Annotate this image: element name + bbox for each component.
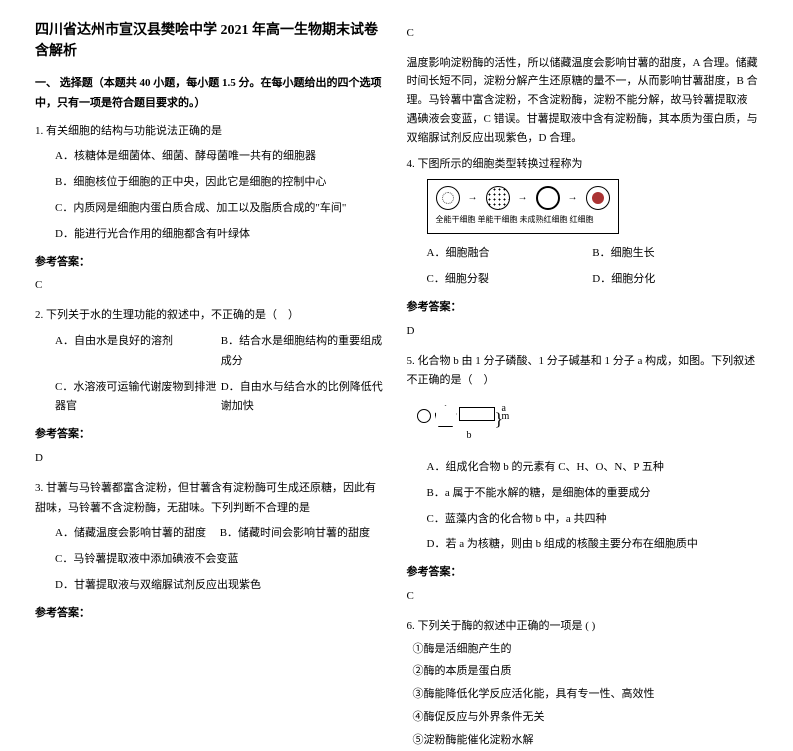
q1-opt-c: C．内质网是细胞内蛋白质合成、加工以及脂质合成的"车间" (55, 199, 387, 219)
q3-stem: 3. 甘薯与马铃薯都富含淀粉，但甘薯含有淀粉酶可生成还原糖，因此有甜味，马铃薯不… (35, 479, 387, 519)
q2-stem: 2. 下列关于水的生理功能的叙述中，不正确的是（ ） (35, 306, 387, 326)
question-3: 3. 甘薯与马铃薯都富含淀粉，但甘薯含有淀粉酶可生成还原糖，因此有甜味，马铃薯不… (35, 479, 387, 596)
base-icon (459, 407, 495, 421)
cell-icon-4 (586, 186, 610, 210)
q5-opt-c: C．蓝藻内含的化合物 b 中，a 共四种 (427, 510, 759, 530)
q2-answer-label: 参考答案： (35, 425, 387, 445)
right-column: C 温度影响淀粉酶的活性，所以储藏温度会影响甘薯的甜度，A 合理。储藏时间长短不… (397, 20, 769, 541)
q6-item-1: ①酶是活细胞产生的 (413, 640, 759, 660)
q2-opt-b: B．结合水是细胞结构的重要组成成分 (221, 332, 387, 372)
q6-item-3: ③酶能降低化学反应活化能，具有专一性、高效性 (413, 685, 759, 705)
q4-opt-c: C．细胞分裂 (427, 270, 593, 290)
q3-answer-label: 参考答案： (35, 604, 387, 624)
question-5: 5. 化合物 b 由 1 分子磷酸、1 分子碱基和 1 分子 a 构成，如图。下… (407, 352, 759, 556)
molecule-label-b: b (467, 427, 472, 445)
cell-icon-1 (436, 186, 460, 210)
q2-answer: D (35, 449, 387, 469)
question-2: 2. 下列关于水的生理功能的叙述中，不正确的是（ ） A．自由水是良好的溶剂 B… (35, 306, 387, 417)
arrow-icon: → (568, 189, 578, 207)
question-1: 1. 有关细胞的结构与功能说法正确的是 A．核糖体是细菌体、细菌、酵母菌唯一共有… (35, 122, 387, 245)
q1-answer-label: 参考答案： (35, 253, 387, 273)
cell-diagram-labels: 全能干细胞 单能干细胞 未成熟红细胞 红细胞 (436, 213, 610, 227)
molecule-label-m: m (502, 408, 510, 426)
phosphate-icon (417, 409, 431, 423)
arrow-icon: → (468, 189, 478, 207)
q3-explanation: 温度影响淀粉酶的活性，所以储藏温度会影响甘薯的甜度，A 合理。储藏时间长短不同，… (407, 54, 759, 147)
q4-opt-d: D．细胞分化 (592, 270, 758, 290)
q4-stem: 4. 下图所示的细胞类型转换过程称为 (407, 155, 759, 175)
q4-opt-b: B．细胞生长 (592, 244, 758, 264)
q3-opt-c: C．马铃薯提取液中添加碘液不会变蓝 (55, 550, 387, 570)
q1-opt-b: B．细胞核位于细胞的正中央，因此它是细胞的控制中心 (55, 173, 387, 193)
q5-opt-a: A．组成化合物 b 的元素有 C、H、O、N、P 五种 (427, 458, 759, 478)
q5-opt-b: B．a 属于不能水解的糖，是细胞体的重要成分 (427, 484, 759, 504)
q6-item-5: ⑤淀粉酶能催化淀粉水解 (413, 731, 759, 751)
q1-opt-a: A．核糖体是细菌体、细菌、酵母菌唯一共有的细胞器 (55, 147, 387, 167)
q4-answer-label: 参考答案： (407, 298, 759, 318)
q2-opt-a: A．自由水是良好的溶剂 (55, 332, 221, 372)
section-1-header: 一、 选择题（本题共 40 小题，每小题 1.5 分。在每小题给出的四个选项中，… (35, 74, 387, 114)
q2-opt-c: C．水溶液可运输代谢废物到排泄器官 (55, 378, 221, 418)
question-6: 6. 下列关于酶的叙述中正确的一项是 ( ) ①酶是活细胞产生的 ②酶的本质是蛋… (407, 617, 759, 751)
cell-diagram: → → → 全能干细胞 单能干细胞 未成熟红细胞 红细胞 (427, 179, 619, 234)
question-4: 4. 下图所示的细胞类型转换过程称为 → → → 全能干细胞 单能干细胞 未成熟… (407, 155, 759, 290)
q5-opt-d: D．若 a 为核糖，则由 b 组成的核酸主要分布在细胞质中 (427, 535, 759, 555)
sugar-icon (435, 405, 457, 427)
cell-icon-3 (536, 186, 560, 210)
q5-answer: C (407, 587, 759, 607)
q6-item-2: ②酶的本质是蛋白质 (413, 662, 759, 682)
q3-answer: C (407, 24, 759, 44)
q1-opt-d: D．能进行光合作用的细胞都含有叶绿体 (55, 225, 387, 245)
q2-opt-d: D．自由水与结合水的比例降低代谢加快 (221, 378, 387, 418)
q3-opt-d: D．甘薯提取液与双缩脲试剂反应出现紫色 (55, 576, 387, 596)
q5-stem: 5. 化合物 b 由 1 分子磷酸、1 分子碱基和 1 分子 a 构成，如图。下… (407, 352, 759, 392)
cell-icon-2 (486, 186, 510, 210)
q4-opt-a: A．细胞融合 (427, 244, 593, 264)
q3-opt-ab: A．储藏温度会影响甘薯的甜度 B．储藏时间会影响甘薯的甜度 (55, 524, 387, 544)
q1-answer: C (35, 276, 387, 296)
molecule-diagram: } a m b (417, 395, 537, 440)
arrow-icon: → (518, 189, 528, 207)
q5-answer-label: 参考答案： (407, 563, 759, 583)
q6-item-4: ④酶促反应与外界条件无关 (413, 708, 759, 728)
q6-stem: 6. 下列关于酶的叙述中正确的一项是 ( ) (407, 617, 759, 637)
q4-answer: D (407, 322, 759, 342)
doc-title: 四川省达州市宣汉县樊哙中学 2021 年高一生物期末试卷含解析 (35, 20, 387, 62)
left-column: 四川省达州市宣汉县樊哙中学 2021 年高一生物期末试卷含解析 一、 选择题（本… (25, 20, 397, 541)
q1-stem: 1. 有关细胞的结构与功能说法正确的是 (35, 122, 387, 142)
